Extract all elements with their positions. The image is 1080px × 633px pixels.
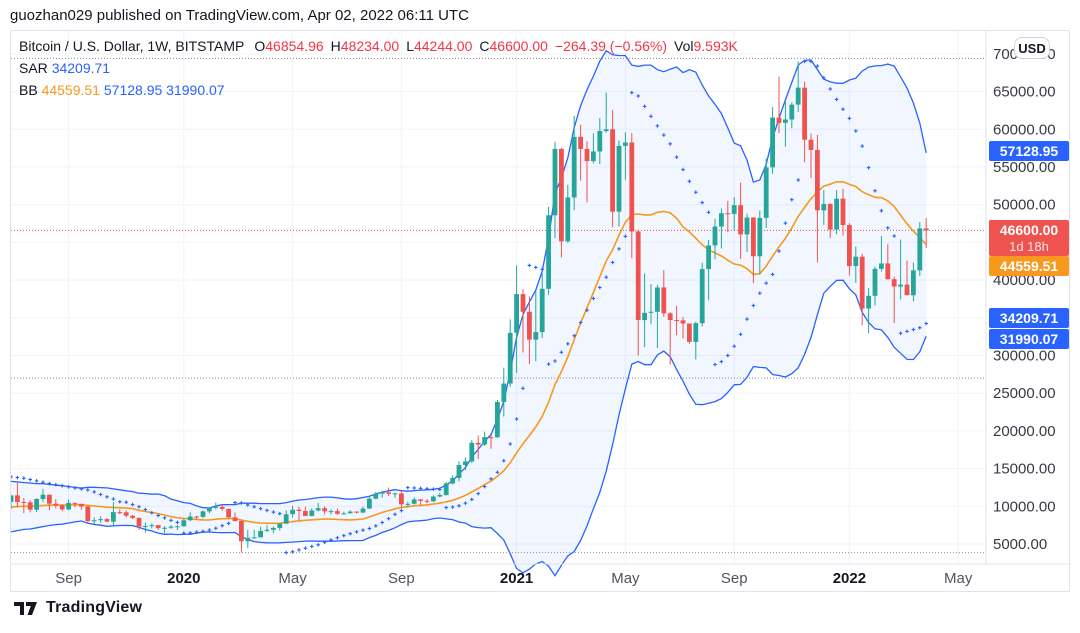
low-label: L — [406, 38, 414, 54]
chart-card: 70000.0065000.0060000.0055000.0050000.00… — [10, 30, 1071, 593]
svg-text:65000.00: 65000.00 — [993, 84, 1056, 101]
tradingview-brand-text: TradingView — [46, 599, 143, 616]
svg-text:2021: 2021 — [500, 570, 533, 587]
bb-indicator-row: BB 44559.51 57128.95 31990.07 — [19, 79, 745, 101]
svg-text:Sep: Sep — [55, 570, 82, 587]
svg-text:Sep: Sep — [388, 570, 415, 587]
bb-upper-value: 57128.95 — [103, 82, 163, 98]
svg-text:60000.00: 60000.00 — [993, 121, 1056, 138]
svg-text:44559.51: 44559.51 — [1000, 258, 1059, 274]
svg-text:2020: 2020 — [167, 570, 200, 587]
bb-label: BB — [19, 82, 38, 98]
change-value: −264.39 (−0.56%) — [554, 38, 668, 54]
sar-indicator-row: SAR 34209.71 — [19, 57, 745, 79]
svg-text:Sep: Sep — [721, 570, 748, 587]
svg-text:May: May — [611, 570, 640, 587]
sar-value: 34209.71 — [51, 60, 111, 76]
currency-usd-button[interactable]: USD — [1014, 37, 1050, 59]
symbol-title: Bitcoin / U.S. Dollar, 1W, BITSTAMP — [19, 38, 245, 54]
svg-text:1d 18h: 1d 18h — [1009, 239, 1049, 254]
svg-text:30000.00: 30000.00 — [993, 348, 1056, 365]
low-value: 44244.00 — [413, 38, 473, 54]
chart-canvas[interactable]: 70000.0065000.0060000.0055000.0050000.00… — [11, 31, 1071, 593]
high-label: H — [330, 38, 341, 54]
open-value: 46854.96 — [265, 38, 324, 54]
svg-text:5000.00: 5000.00 — [993, 536, 1047, 553]
svg-text:20000.00: 20000.00 — [993, 423, 1056, 440]
svg-text:55000.00: 55000.00 — [993, 159, 1056, 176]
volume-label: Vol — [674, 38, 694, 54]
published-byline: guozhan029 published on TradingView.com,… — [10, 7, 469, 24]
svg-text:57128.95: 57128.95 — [1000, 143, 1059, 159]
tradingview-logo-icon — [14, 601, 37, 615]
chart-legend: Bitcoin / U.S. Dollar, 1W, BITSTAMP O4685… — [19, 35, 745, 101]
svg-text:25000.00: 25000.00 — [993, 385, 1056, 402]
close-label: C — [479, 38, 490, 54]
svg-text:May: May — [944, 570, 973, 587]
sar-label: SAR — [19, 60, 48, 76]
symbol-row: Bitcoin / U.S. Dollar, 1W, BITSTAMP O4685… — [19, 35, 745, 57]
svg-text:May: May — [278, 570, 307, 587]
footer-brand: TradingView — [14, 599, 142, 617]
close-value: 46600.00 — [489, 38, 548, 54]
svg-text:50000.00: 50000.00 — [993, 197, 1056, 214]
svg-text:31990.07: 31990.07 — [1000, 331, 1059, 347]
volume-value: 9.593K — [693, 38, 738, 54]
svg-text:40000.00: 40000.00 — [993, 272, 1056, 289]
svg-text:46600.00: 46600.00 — [1000, 222, 1059, 238]
bb-lower-value: 31990.07 — [166, 82, 225, 98]
high-value: 48234.00 — [340, 38, 400, 54]
svg-text:34209.71: 34209.71 — [1000, 310, 1059, 326]
svg-text:2022: 2022 — [833, 570, 866, 587]
bb-basis-value: 44559.51 — [41, 82, 100, 98]
svg-text:15000.00: 15000.00 — [993, 461, 1056, 478]
svg-text:10000.00: 10000.00 — [993, 498, 1056, 515]
open-label: O — [254, 38, 266, 54]
